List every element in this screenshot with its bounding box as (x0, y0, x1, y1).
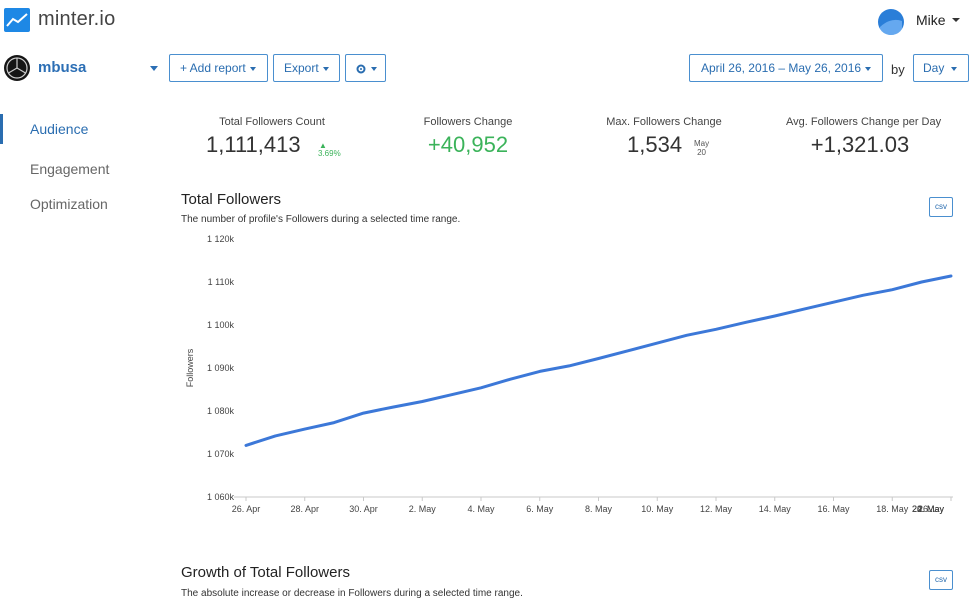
stat-avg-change: Avg. Followers Change per Day +1,321.03 (786, 116, 942, 158)
y-axis: 1 060k 1 070k 1 080k 1 090k 1 100k 1 110k 1 12… (207, 234, 235, 502)
stat-value: +1,321.03 (810, 132, 910, 157)
series-line (244, 274, 953, 447)
stat-label: Avg. Followers Change per Day (786, 116, 942, 128)
stat-max-date-day: 20 (697, 148, 707, 157)
date-range-picker[interactable]: April 26, 2016 – May 26, 2016 (689, 54, 883, 82)
x-tick-label: 28. Apr (290, 504, 319, 514)
toolbar: mbusa + Add report Export April 26, 2016… (0, 42, 978, 96)
x-tick-label: 18. May (876, 504, 909, 514)
gear-icon (356, 64, 366, 74)
y-axis-title: Followers (185, 348, 195, 387)
section-title: Growth of Total Followers (181, 564, 350, 581)
chevron-down-icon (371, 66, 377, 71)
stat-followers-change: Followers Change +40,952 (408, 116, 528, 158)
top-bar: minter.io Mike (0, 0, 978, 42)
add-report-label: + Add report (180, 61, 246, 75)
x-tick-label: 26. Apr (232, 504, 261, 514)
sidebar-item-engagement[interactable]: Engagement (30, 161, 110, 177)
y-tick-label: 1 110k (208, 277, 235, 287)
chevron-down-icon (322, 66, 329, 71)
granularity-select[interactable]: Day (913, 54, 969, 82)
y-tick-label: 1 100k (207, 320, 235, 330)
logo-icon[interactable] (4, 8, 30, 32)
by-label: by (891, 62, 905, 77)
chevron-down-icon (865, 66, 872, 71)
section-description: The absolute increase or decrease in Fol… (181, 588, 523, 599)
x-tick-label: 30. Apr (349, 504, 378, 514)
stat-total-followers: Total Followers Count 1,111,413 (206, 116, 338, 158)
profile-selector[interactable]: mbusa (38, 59, 87, 76)
x-tick-label: 12. May (700, 504, 733, 514)
stat-label: Followers Change (423, 116, 513, 128)
logo-text[interactable]: minter.io (38, 8, 116, 30)
chevron-down-icon (249, 66, 256, 71)
x-tick-label: 10. May (641, 504, 674, 514)
arrow-up-icon: ▲ (319, 141, 327, 150)
x-tick-label: 22. May (912, 504, 945, 514)
export-button[interactable]: Export (273, 54, 340, 82)
chevron-down-icon[interactable] (150, 66, 158, 71)
x-tick-label: 16. May (817, 504, 850, 514)
x-tick-label: 20. May (912, 504, 945, 514)
stat-value: +40,952 (427, 132, 509, 157)
x-tick-label: 6. May (526, 504, 554, 514)
stat-max-date-month: May (694, 139, 710, 148)
x-tick-label: 24. May (912, 504, 945, 514)
stat-value: 1,534 (627, 132, 683, 157)
csv-button[interactable]: csv (929, 570, 953, 590)
y-tick-label: 1 120k (207, 234, 235, 244)
x-axis: 26. Apr 28. Apr 30. Apr 2. May 4. May 6. May 8… (232, 496, 953, 514)
csv-button[interactable]: csv (929, 197, 953, 217)
granularity-label: Day (923, 61, 945, 75)
y-tick-label: 1 090k (207, 363, 235, 373)
section-title: Total Followers (181, 191, 282, 208)
settings-button[interactable] (345, 54, 386, 82)
stat-max-change: Max. Followers Change 1,534 (605, 116, 723, 158)
section-description: The number of profile's Followers during… (181, 214, 461, 225)
add-report-button[interactable]: + Add report (169, 54, 268, 82)
total-followers-chart: 1 060k 1 070k 1 080k 1 090k 1 100k 1 110k 1 12… (185, 234, 953, 514)
date-range-label: April 26, 2016 – May 26, 2016 (700, 61, 862, 75)
x-tick-label: 8. May (585, 504, 613, 514)
export-label: Export (284, 61, 319, 75)
x-tick-label: 26.... (918, 504, 938, 514)
user-menu-name[interactable]: Mike (916, 12, 946, 28)
stat-label: Total Followers Count (219, 116, 325, 128)
y-tick-label: 1 080k (207, 406, 235, 416)
stat-max-date: May 20 (694, 139, 709, 157)
user-avatar[interactable] (878, 9, 904, 35)
stat-value: 1,111,413 (206, 132, 301, 157)
chevron-down-icon (951, 66, 958, 71)
sidebar-item-audience[interactable]: Audience (0, 114, 160, 144)
x-tick-label: 4. May (467, 504, 495, 514)
sidebar-item-optimization[interactable]: Optimization (30, 196, 108, 212)
y-tick-label: 1 070k (207, 449, 235, 459)
x-tick-label: 14. May (759, 504, 792, 514)
profile-avatar[interactable] (4, 55, 30, 81)
stat-label: Max. Followers Change (606, 116, 722, 128)
y-tick-label: 1 060k (207, 492, 235, 502)
chevron-down-icon[interactable] (952, 18, 960, 22)
stat-change-percent: 3.69% (318, 149, 341, 158)
x-tick-label: 2. May (409, 504, 437, 514)
